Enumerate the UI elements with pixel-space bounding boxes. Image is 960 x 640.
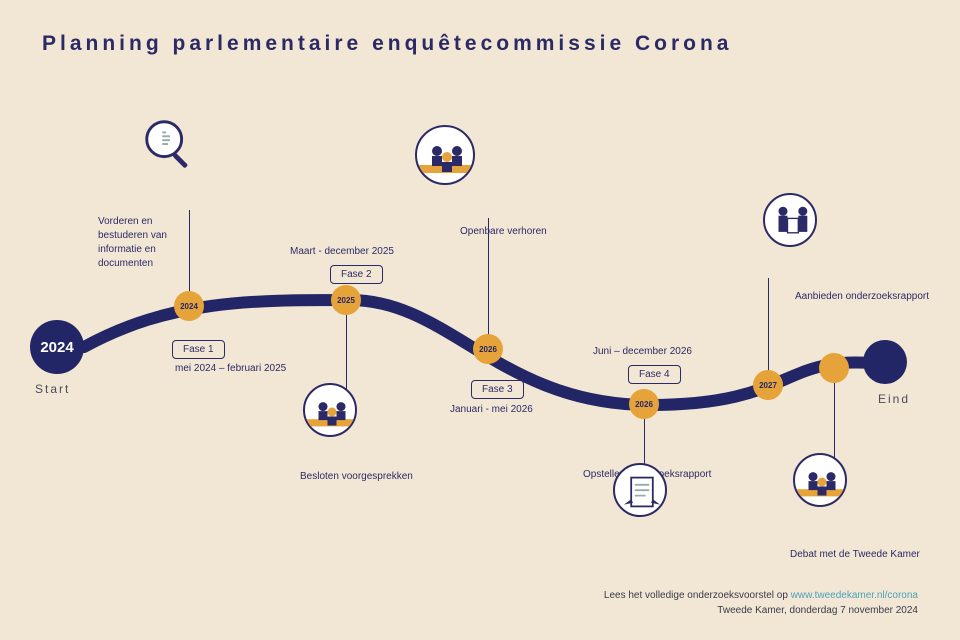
- debate-icon: [793, 453, 847, 507]
- phase-range: Maart - december 2025: [290, 245, 394, 259]
- phase-pill: Fase 3: [471, 380, 524, 399]
- footer: Lees het volledige onderzoeksvoorstel op…: [604, 588, 918, 618]
- end-label: Eind: [878, 392, 910, 406]
- phase-pill: Fase 4: [628, 365, 681, 384]
- phase-desc: Vorderen en bestuderen van informatie en…: [98, 215, 188, 271]
- start-label: Start: [35, 382, 70, 396]
- start-node: 2024: [30, 320, 84, 374]
- magnifier-icon: [139, 114, 201, 176]
- phase-desc: Besloten voorgesprekken: [300, 470, 413, 484]
- timeline-dot: 2024: [174, 291, 204, 321]
- timeline-dot: 2025: [331, 285, 361, 315]
- footer-date: Tweede Kamer, donderdag 7 november 2024: [717, 605, 918, 616]
- timeline-dot: [819, 353, 849, 383]
- start-year: 2024: [40, 339, 73, 356]
- timeline-dot: 2026: [473, 334, 503, 364]
- phase-desc: Aanbieden onderzoeksrapport: [795, 290, 929, 304]
- phase-range: mei 2024 – februari 2025: [175, 362, 286, 376]
- end-node: [863, 340, 907, 384]
- phase-range: Juni – december 2026: [593, 345, 692, 359]
- phase-range: Januari - mei 2026: [450, 403, 533, 417]
- connector-line: [768, 278, 769, 374]
- phase-pill: Fase 1: [172, 340, 225, 359]
- phase-desc: Debat met de Tweede Kamer: [790, 548, 920, 562]
- offer-icon: [763, 193, 817, 247]
- phase-desc: Openbare verhoren: [460, 225, 547, 239]
- phase-pill: Fase 2: [330, 265, 383, 284]
- timeline-dot: 2027: [753, 370, 783, 400]
- footer-link[interactable]: www.tweedekamer.nl/corona: [791, 590, 918, 601]
- footer-text: Lees het volledige onderzoeksvoorstel op: [604, 590, 791, 601]
- writing-icon: [613, 463, 667, 517]
- meeting-icon: [303, 383, 357, 437]
- connector-line: [189, 210, 190, 296]
- hearing-icon: [415, 125, 475, 185]
- timeline-dot: 2026: [629, 389, 659, 419]
- timeline-curve: [0, 0, 960, 640]
